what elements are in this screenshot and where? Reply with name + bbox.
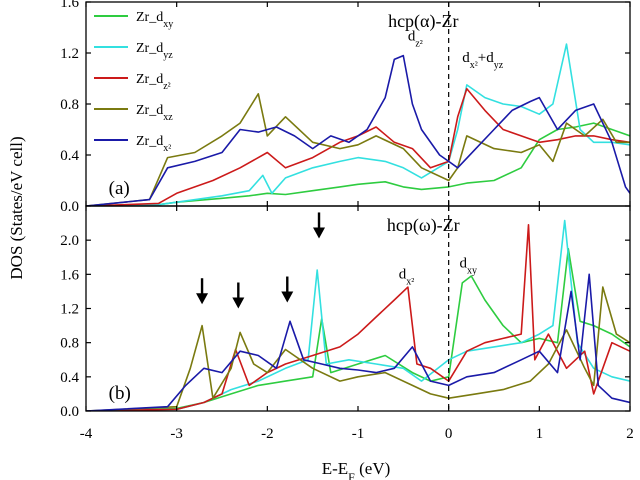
legend-item-dyz: Zr_dyz bbox=[94, 41, 173, 61]
annotation-label: dz² bbox=[408, 28, 423, 49]
x-tick-label: 1 bbox=[536, 426, 544, 442]
x-tick-label: 0 bbox=[445, 426, 453, 442]
legend: Zr_dxy Zr_dyz Zr_dz² Zr_dxz Zr_dx² bbox=[94, 10, 173, 154]
legend-item-dxy: Zr_dxy bbox=[94, 10, 173, 30]
down-arrow-icon bbox=[232, 282, 245, 309]
x-tick-label: -3 bbox=[170, 426, 183, 442]
down-arrow-icon bbox=[196, 278, 209, 305]
legend-label: Zr_dxz bbox=[136, 103, 173, 123]
y-tick-label: 0.8 bbox=[60, 336, 79, 352]
series-group bbox=[86, 219, 630, 411]
arrow-head bbox=[313, 227, 326, 239]
legend-item-dx2: Zr_dx² bbox=[94, 134, 171, 154]
panel-label: (b) bbox=[109, 383, 131, 404]
series-line-dxy bbox=[86, 247, 630, 411]
series-line-dyz bbox=[86, 43, 630, 206]
x-tick-label: 2 bbox=[626, 426, 634, 442]
plot-frame bbox=[85, 1, 631, 207]
series-line-dx2 bbox=[86, 273, 630, 411]
series-line-dxz bbox=[86, 93, 630, 206]
legend-label: Zr_dyz bbox=[136, 41, 173, 61]
y-axis-label: DOS (States/eV cell) bbox=[7, 136, 26, 279]
arrow-head bbox=[196, 293, 209, 305]
series-line-dz2 bbox=[86, 87, 630, 206]
legend-item-dz2: Zr_dz² bbox=[94, 72, 171, 92]
legend-label: Zr_dx² bbox=[136, 134, 171, 154]
y-tick-label: 2.0 bbox=[60, 233, 79, 249]
x-axis-label: E-EF (eV) bbox=[322, 459, 391, 480]
y-tick-label: 0.8 bbox=[60, 97, 79, 113]
down-arrow-icon bbox=[313, 212, 326, 239]
panel-label: (a) bbox=[109, 178, 130, 199]
annotation-label: dx² bbox=[399, 267, 415, 288]
series-line-dxz bbox=[86, 286, 630, 411]
annotation-label: dxy bbox=[460, 256, 478, 277]
legend-label: Zr_dxy bbox=[136, 10, 173, 30]
down-arrow-icon bbox=[281, 276, 294, 303]
legend-label: Zr_dz² bbox=[136, 72, 171, 92]
x-tick-label: -4 bbox=[80, 426, 93, 442]
y-tick-label: 0.4 bbox=[60, 370, 79, 386]
panel-title: hcp(ω)-Zr bbox=[387, 215, 460, 236]
series-line-dxy bbox=[86, 122, 630, 206]
panel-a: 0.0 0.4 0.8 1.2 1.6 hcp(α)-Zr (a) dz² dx²+dyz bbox=[60, 0, 631, 215]
y-tick-label: 0.0 bbox=[60, 404, 79, 420]
arrow-head bbox=[281, 291, 294, 303]
legend-item-dxz: Zr_dxz bbox=[94, 103, 173, 123]
y-tick-label: 1.2 bbox=[60, 302, 79, 318]
x-tick-label: -1 bbox=[352, 426, 365, 442]
plot-frame bbox=[85, 205, 631, 412]
arrow-head bbox=[232, 297, 245, 309]
series-line-dyz bbox=[86, 219, 630, 411]
x-tick-label: -2 bbox=[261, 426, 274, 442]
series-line-dx2 bbox=[86, 54, 630, 206]
panel-title: hcp(α)-Zr bbox=[388, 11, 458, 32]
y-tick-label: 1.2 bbox=[60, 46, 79, 62]
y-tick-label: 1.6 bbox=[60, 267, 79, 283]
series-group bbox=[86, 43, 630, 206]
series-line-dz2 bbox=[86, 224, 630, 411]
annotation-label: dx²+dyz bbox=[462, 50, 503, 71]
y-tick-label: 1.6 bbox=[60, 0, 79, 11]
y-tick-label: 0.4 bbox=[60, 148, 79, 164]
panel-b: 0.0 0.4 0.8 1.2 1.6 2.0 hcp(ω)-Zr (b) dx² dxy bbox=[60, 205, 631, 420]
y-tick-label: 0.0 bbox=[60, 199, 79, 215]
